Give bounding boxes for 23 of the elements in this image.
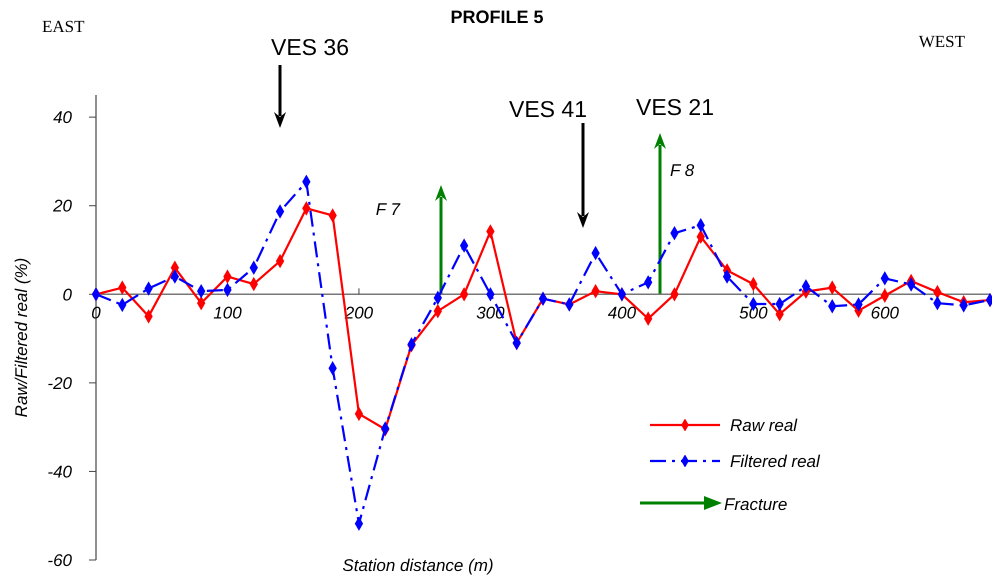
x-axis-title: Station distance (m)	[342, 556, 494, 575]
annotation: VES 41	[509, 96, 587, 122]
x-tick-label: 600	[870, 303, 900, 322]
y-axis-title: Raw/Filtered real (%)	[12, 258, 31, 418]
y-tick-label: 20	[52, 196, 73, 216]
y-tick-label: -40	[47, 462, 73, 482]
legend-label: Filtered real	[730, 452, 821, 471]
y-tick-label: 40	[53, 108, 73, 128]
legend-label: Raw real	[730, 416, 798, 435]
y-tick-label: -20	[47, 374, 73, 393]
text: WEST	[918, 32, 966, 51]
x-tick-label: 500	[739, 303, 768, 322]
annotation: Fracture	[724, 495, 788, 514]
text: EAST	[42, 17, 86, 36]
text: VES 36	[271, 34, 349, 60]
x-tick-label: 400	[608, 303, 637, 322]
annotation: VES 21	[636, 94, 714, 120]
annotation: F 8	[670, 161, 695, 180]
annotation: F 7	[376, 200, 401, 219]
y-tick-label: -60	[47, 551, 73, 570]
chart-title: PROFILE 5	[450, 7, 544, 27]
y-tick-label: 0	[62, 285, 73, 304]
x-tick-label: 100	[213, 303, 242, 322]
